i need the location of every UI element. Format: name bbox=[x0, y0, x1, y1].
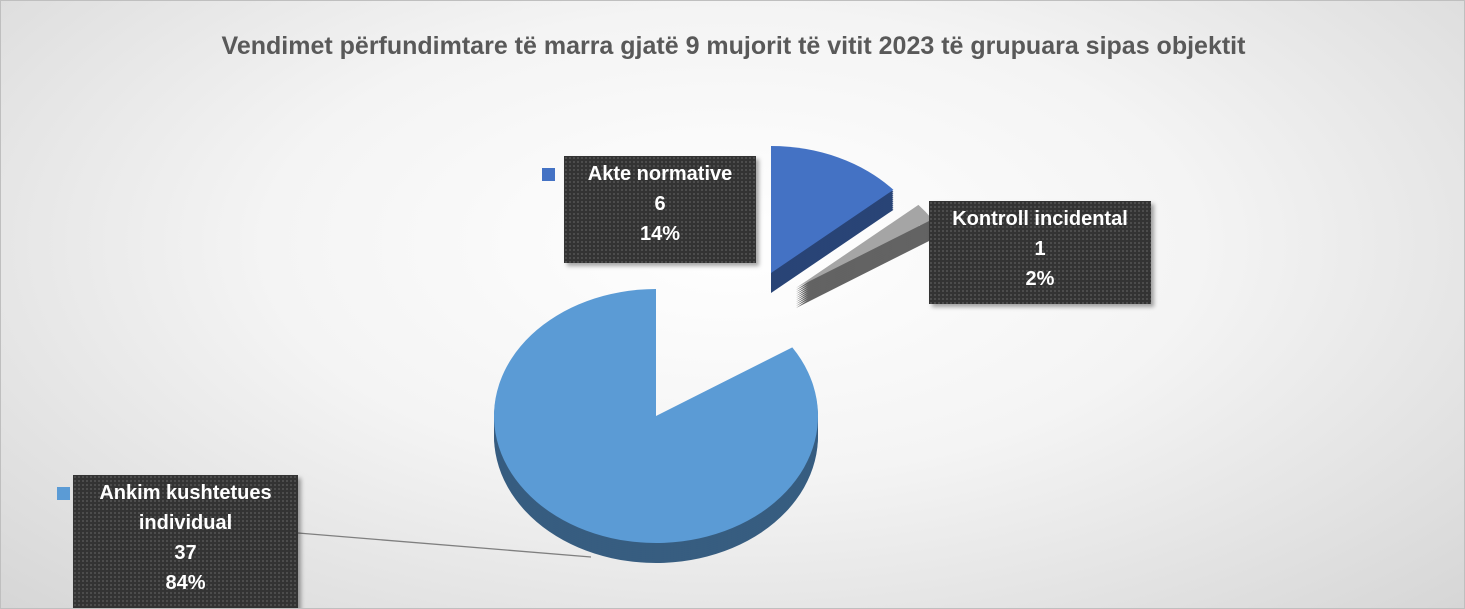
data-label: Ankim kushtetues individual 37 84% bbox=[57, 475, 298, 608]
chart-title: Vendimet përfundimtare të marra gjatë 9 … bbox=[221, 32, 1246, 60]
label-category: Ankim kushtetues individual bbox=[99, 482, 272, 534]
slice bbox=[771, 146, 894, 273]
label-category: Kontroll incidental bbox=[952, 208, 1128, 230]
legend-swatch bbox=[542, 168, 555, 181]
label-percent: 84% bbox=[165, 572, 206, 594]
leader-line bbox=[297, 532, 592, 558]
legend-swatch bbox=[57, 487, 70, 500]
data-label: Akte normative 6 14% bbox=[542, 156, 756, 263]
legend-swatch bbox=[907, 213, 920, 226]
label-percent: 14% bbox=[639, 223, 681, 245]
label-value: 6 bbox=[654, 193, 666, 215]
label-category: Akte normative bbox=[587, 163, 733, 185]
data-label: Kontroll incidental 1 2% bbox=[907, 201, 1151, 304]
label-value: 1 bbox=[1034, 238, 1046, 260]
label-percent: 2% bbox=[1025, 268, 1055, 290]
label-value: 37 bbox=[174, 542, 197, 564]
slice bbox=[796, 204, 933, 288]
slice bbox=[493, 289, 818, 543]
